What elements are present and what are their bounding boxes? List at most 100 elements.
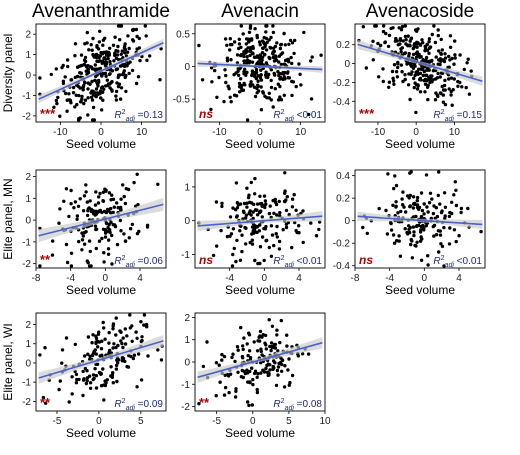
data-point (436, 193, 440, 198)
data-point (122, 232, 126, 236)
y-tick-label: 1 (25, 50, 31, 61)
data-point (84, 183, 88, 187)
data-point (290, 245, 294, 250)
data-point (418, 71, 423, 76)
data-point (406, 194, 410, 198)
data-point (109, 206, 113, 211)
y-tick-label: -2 (22, 259, 31, 270)
data-point (392, 186, 396, 191)
column-title: Avenanthramide (32, 1, 170, 22)
data-point (102, 398, 106, 402)
data-point (215, 244, 219, 248)
data-point (408, 193, 412, 198)
data-point (114, 316, 118, 320)
data-point (431, 211, 436, 216)
data-point (127, 71, 131, 76)
data-point (421, 73, 425, 78)
y-tick-label: 1 (184, 335, 190, 346)
data-point (432, 234, 436, 238)
data-point (104, 74, 108, 78)
data-point (228, 95, 232, 100)
data-point (413, 202, 417, 207)
data-point (210, 80, 214, 84)
data-point (378, 43, 383, 48)
data-point (267, 96, 271, 100)
data-point (91, 373, 96, 377)
data-point (428, 45, 433, 49)
data-point (87, 264, 92, 268)
data-point (377, 206, 381, 211)
data-point (89, 43, 93, 47)
data-point (399, 28, 404, 32)
data-point (101, 90, 105, 95)
data-point (453, 39, 457, 43)
data-point (253, 258, 257, 263)
data-point (361, 25, 365, 29)
data-point (264, 61, 269, 65)
data-point (260, 51, 265, 55)
data-point (116, 361, 120, 365)
data-point (384, 31, 388, 36)
data-point (294, 229, 298, 233)
data-point (361, 225, 365, 230)
data-point (140, 335, 144, 339)
data-point (119, 52, 124, 56)
data-point (425, 42, 429, 47)
data-point (264, 347, 268, 351)
data-point (234, 389, 238, 393)
data-point (65, 260, 70, 265)
data-point (90, 48, 94, 52)
data-point (409, 72, 413, 77)
data-point (290, 41, 295, 45)
data-point (397, 26, 401, 30)
data-point (404, 38, 408, 42)
data-point (415, 87, 420, 91)
data-point (146, 354, 150, 358)
data-point (447, 242, 452, 246)
data-point (435, 214, 440, 219)
data-point (89, 95, 94, 100)
data-point (94, 336, 99, 341)
data-point (88, 354, 92, 358)
data-point (248, 380, 252, 385)
data-point (251, 216, 255, 221)
data-point (94, 190, 98, 194)
data-point (399, 50, 403, 54)
data-point (73, 75, 78, 80)
y-tick-label: 2 (184, 313, 190, 324)
data-point (285, 195, 289, 199)
data-point (269, 35, 273, 40)
data-point (421, 41, 425, 45)
data-point (262, 194, 267, 198)
data-point (272, 71, 276, 76)
data-point (290, 373, 295, 378)
data-point (261, 90, 265, 94)
data-point (306, 352, 311, 356)
data-point (136, 75, 141, 79)
data-point (94, 373, 99, 378)
data-point (450, 103, 454, 107)
data-point (275, 41, 279, 45)
data-point (273, 197, 277, 202)
data-point (427, 201, 432, 205)
data-point (130, 339, 134, 343)
data-point (93, 54, 97, 59)
data-point (134, 330, 138, 334)
data-point (280, 369, 284, 373)
data-point (115, 379, 119, 384)
data-point (452, 62, 456, 66)
data-point (259, 85, 263, 89)
data-point (245, 55, 249, 59)
data-point (262, 35, 266, 40)
data-point (417, 205, 422, 210)
data-point (68, 98, 72, 102)
data-point (462, 67, 466, 72)
data-point (108, 60, 112, 64)
data-point (237, 46, 241, 51)
data-point (114, 89, 119, 94)
y-tick-label: 0 (184, 358, 190, 369)
data-point (118, 207, 123, 211)
data-point (245, 186, 249, 190)
data-point (439, 91, 443, 96)
data-point (94, 352, 99, 356)
